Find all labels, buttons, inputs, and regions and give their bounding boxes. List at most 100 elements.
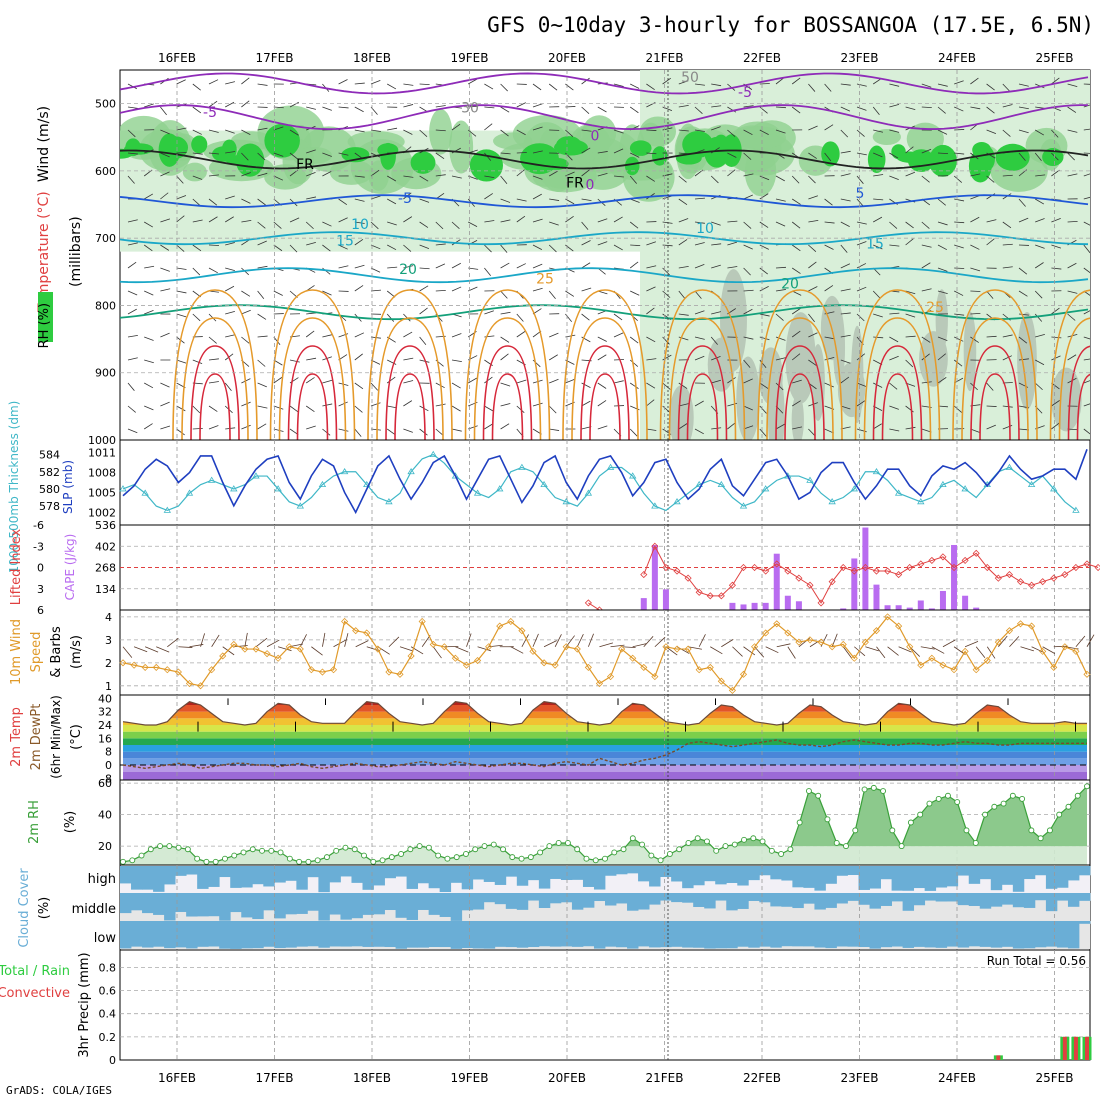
lifted-index-marker (895, 571, 903, 579)
temperature-line (122, 701, 1087, 726)
cloud-cell (274, 866, 286, 883)
rh-marker (203, 858, 210, 865)
wind-barb (759, 267, 768, 275)
wind-barb (419, 285, 429, 292)
wind-barb (1067, 354, 1077, 361)
wind-barb (791, 267, 801, 274)
wind-barb (435, 105, 446, 108)
wind-barb (208, 267, 218, 274)
legend-total-rain: Total / Rain (0, 964, 70, 979)
wind-barb (694, 355, 705, 361)
cloud-cell (593, 921, 606, 949)
wind-barb (208, 358, 219, 361)
wind-speed-marker (662, 643, 670, 651)
wind-barb (257, 240, 267, 246)
wind-barb (970, 267, 981, 272)
wind-barb (257, 313, 267, 320)
wind-speed-marker (496, 622, 504, 630)
wind-barb (889, 405, 899, 410)
wind-barb (1067, 220, 1078, 223)
thickness-marker (939, 480, 947, 488)
rh-marker (518, 855, 525, 862)
wind-barb (127, 152, 138, 155)
cloud-cell (505, 893, 518, 909)
wind-barb (273, 106, 284, 109)
wind-barb (986, 219, 997, 223)
cloud-cell (318, 866, 330, 893)
wind-barb (338, 79, 348, 85)
wind-barb (1067, 129, 1078, 133)
wind-barb (694, 428, 704, 435)
thickness-marker (340, 467, 349, 475)
rh-marker (611, 849, 618, 856)
wind-barb (986, 290, 994, 299)
rh-marker (194, 855, 201, 862)
wind-barb (160, 106, 167, 116)
contour-label: -5 (398, 191, 412, 207)
rh-marker (750, 835, 757, 842)
wind-barb (678, 104, 689, 108)
rh-marker (972, 840, 979, 846)
rh-marker (407, 846, 414, 853)
wind-barb (872, 106, 880, 116)
wind-barb (1034, 290, 1043, 299)
contour-label: 0 (586, 178, 595, 194)
wind-barb (791, 330, 801, 338)
axis-title: 2m Temp (9, 707, 24, 767)
cloud-cell (450, 921, 463, 949)
lifted-index-marker (939, 553, 947, 561)
lifted-index-marker (994, 574, 1002, 582)
thickness-marker (252, 472, 260, 479)
wind-barb (176, 313, 187, 318)
wind-speed-marker (917, 661, 925, 669)
wind-barb (840, 359, 851, 364)
cloud-cell (770, 866, 782, 880)
wind-barb (743, 308, 753, 315)
cloud-cell (373, 893, 385, 915)
wind-barb (970, 336, 979, 343)
wind-barb (548, 354, 558, 361)
wind-barb (273, 126, 284, 131)
cloud-cell (252, 866, 264, 885)
rh-marker (741, 836, 747, 843)
wind-barb (1018, 358, 1029, 361)
wind-barb (192, 106, 202, 114)
wind-barb (127, 428, 138, 434)
wind-barb (1083, 173, 1090, 177)
rh-marker (388, 854, 395, 861)
wind-speed-marker (906, 643, 914, 651)
tick-label: 8 (105, 746, 112, 759)
cloud-cell (990, 893, 1003, 907)
wind-barb (694, 310, 705, 315)
cloud-cell (164, 893, 176, 921)
wind-barb (241, 309, 251, 315)
wind-speed-marker (861, 638, 869, 646)
wind-barb (743, 129, 753, 136)
wind-barb (646, 336, 656, 343)
wind-speed-marker (895, 622, 903, 630)
wind-barb (727, 106, 737, 113)
wind-barb (905, 238, 914, 246)
wind-speed-marker (640, 663, 648, 671)
rh-marker (416, 843, 423, 850)
rh-marker (657, 857, 664, 864)
rh-marker (592, 857, 599, 864)
cloud-cell (505, 866, 518, 877)
wind-barb (732, 646, 743, 657)
wind-barb (581, 382, 591, 388)
cloud-cell (726, 921, 738, 949)
wind-barb (873, 382, 883, 388)
cloud-cell (241, 921, 253, 949)
wind-barb (192, 175, 203, 180)
wind-barb (451, 333, 462, 338)
rh-blob (191, 135, 208, 154)
cloud-cell (748, 921, 760, 948)
wind-barb (565, 313, 573, 323)
wind-barb (1083, 310, 1090, 315)
rh-marker (685, 840, 692, 846)
wind-barb (824, 285, 834, 292)
wind-barb (1035, 359, 1045, 366)
wind-barb (311, 646, 323, 656)
thickness-marker (163, 506, 172, 513)
cloud-cell (483, 866, 496, 882)
